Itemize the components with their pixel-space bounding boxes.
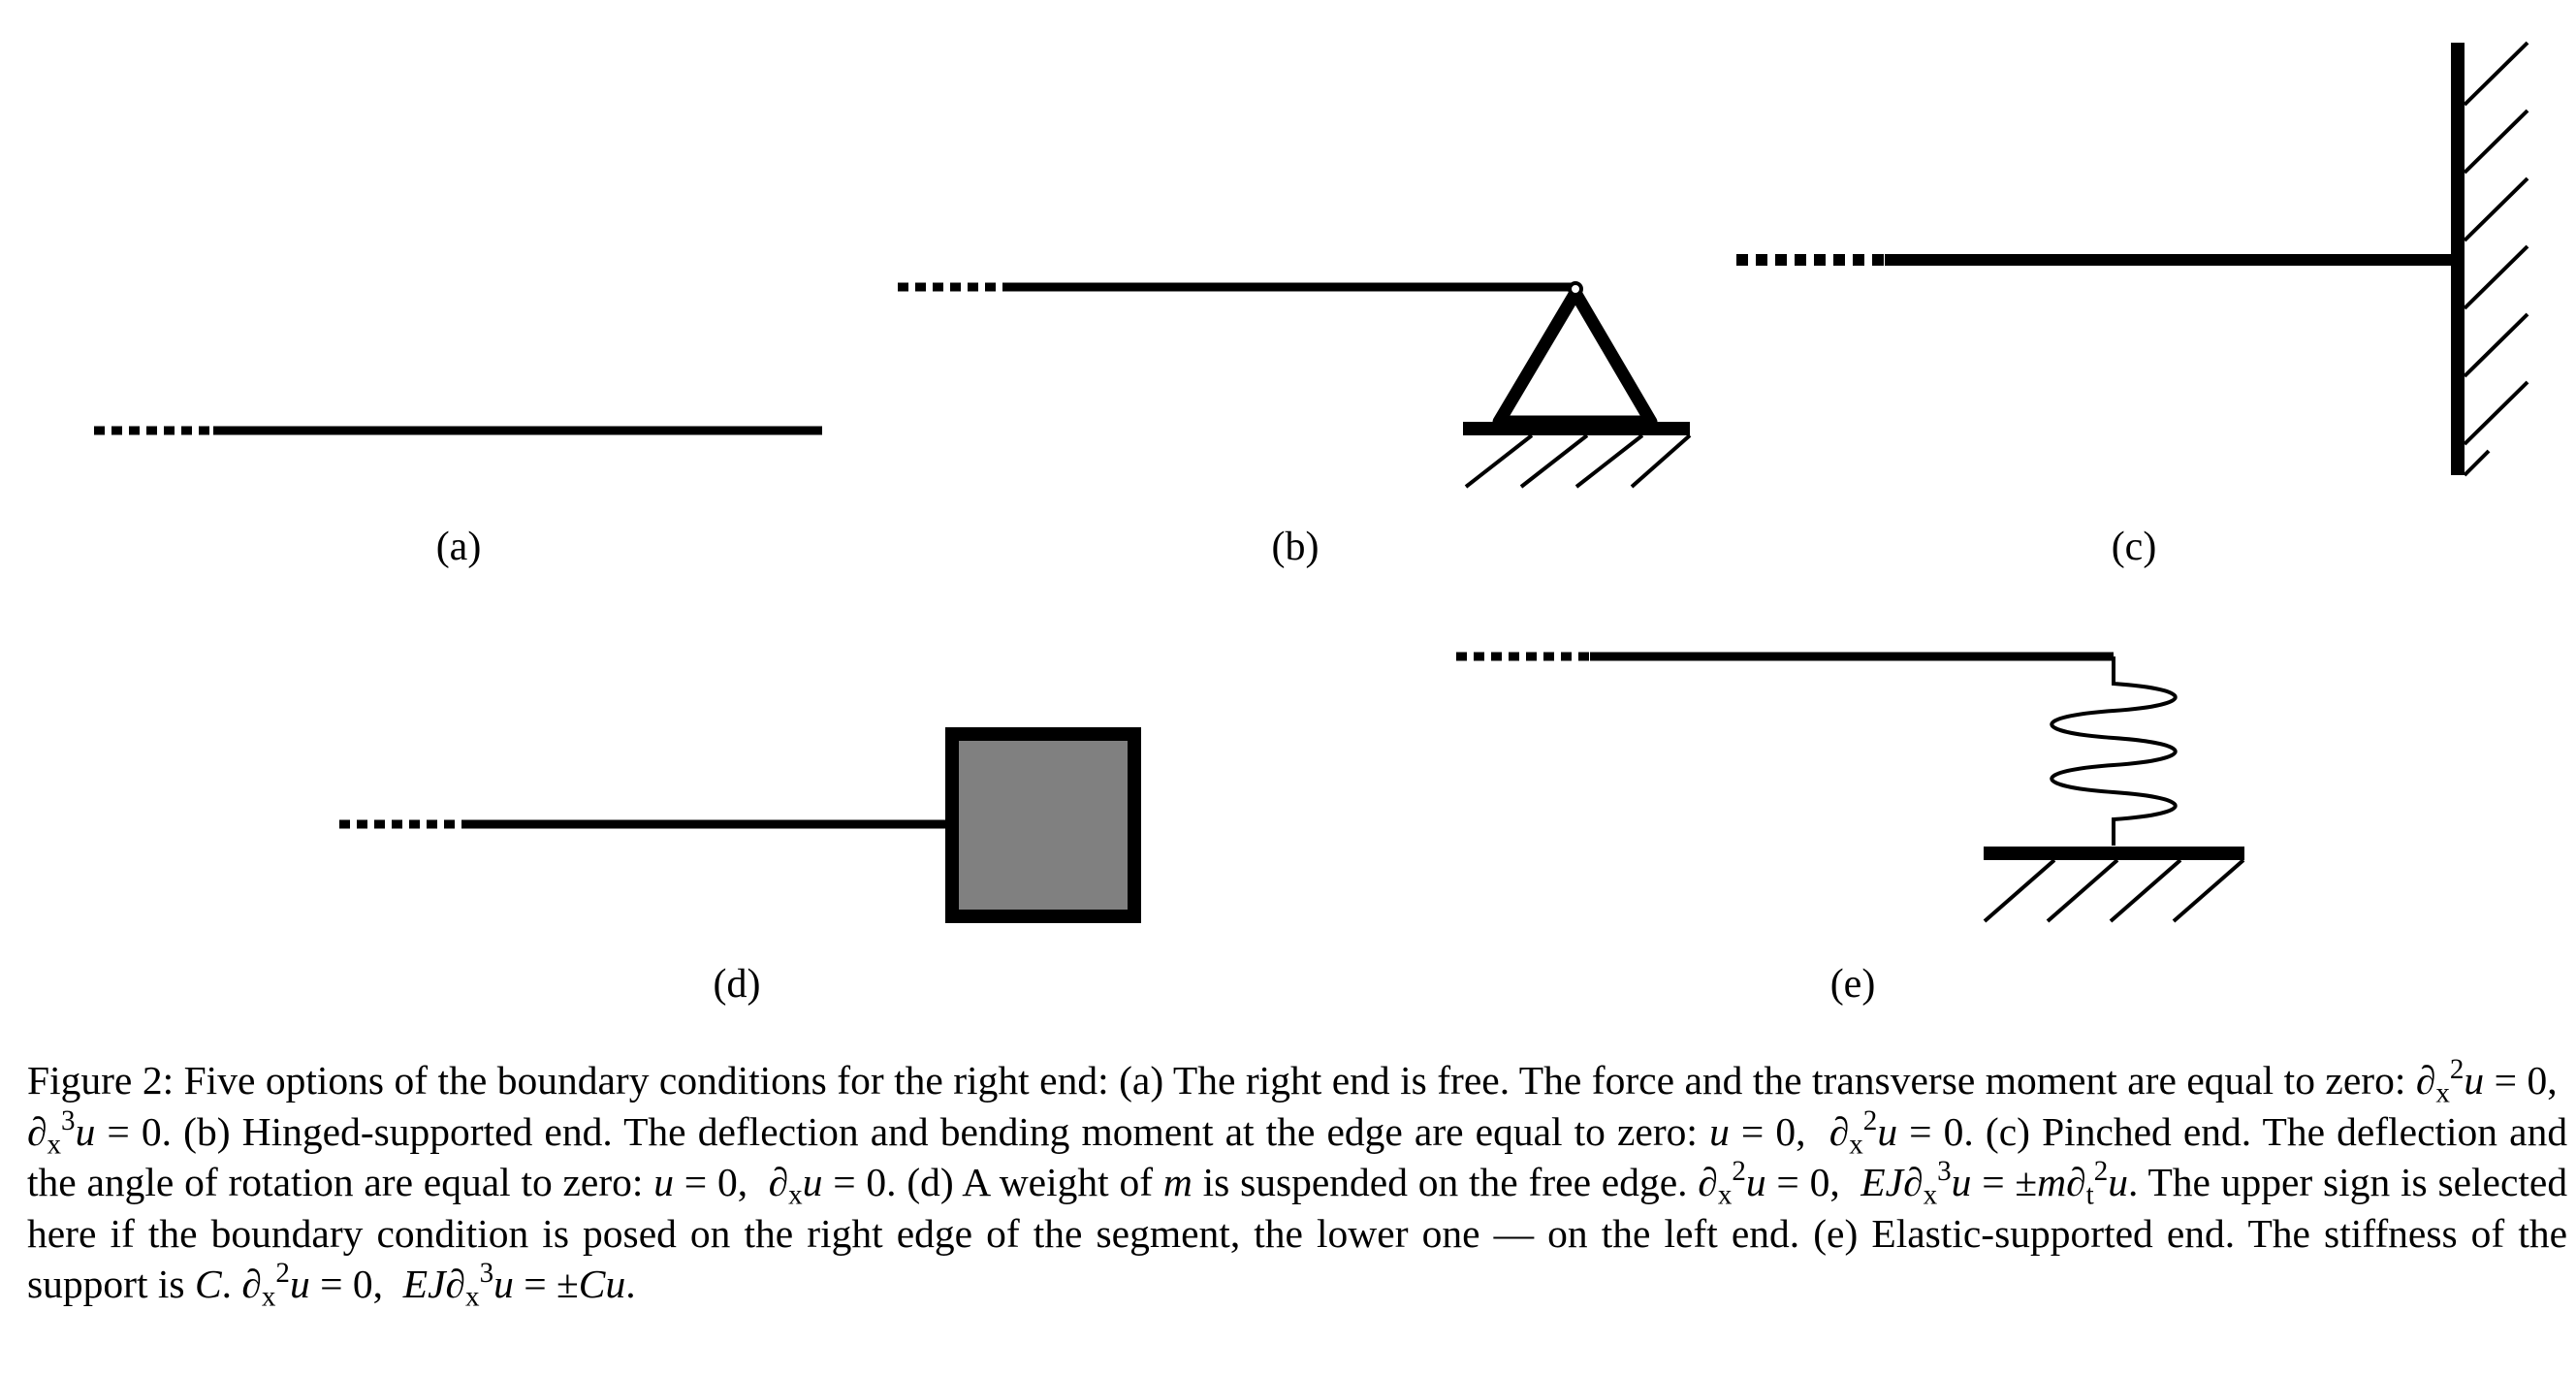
panel-c-pinched-end: (c) <box>1736 41 2529 569</box>
caption-intro: Five options of the boundary conditions … <box>183 1058 1109 1103</box>
caption-label-c: (c) <box>1985 1108 2030 1154</box>
panel-d-suspended-weight: (d) <box>339 727 1141 1007</box>
mass-block <box>945 727 1141 923</box>
figure-illustrations: (a) (b) (c) <box>94 41 2529 1007</box>
panel-label-d: (d) <box>714 962 761 1007</box>
caption-text-c: Pinched end. The deflection and the angl… <box>27 1108 2568 1205</box>
equation-b: u = 0, ∂x2u = 0. <box>1709 1104 1974 1161</box>
figure-caption: Figure 2: Five options of the boundary c… <box>27 1054 2568 1313</box>
ground-hatching <box>1464 433 1692 489</box>
panel-label-b: (b) <box>1272 525 1320 569</box>
wall-hatching <box>2463 41 2529 477</box>
equation-c: u = 0, ∂xu = 0. <box>653 1160 897 1211</box>
hinge-triangle-support <box>1492 286 1658 429</box>
caption-text-e: Elastic-supported end. The stiffness of … <box>27 1210 2568 1307</box>
equation-a: ∂x2u = 0, ∂x3u = 0. <box>27 1054 2567 1161</box>
panel-label-c: (c) <box>2112 525 2157 569</box>
caption-label-b: (b) <box>183 1108 231 1154</box>
caption-label-d: (d) <box>906 1160 954 1204</box>
caption-label-a: (a) <box>1119 1058 1164 1103</box>
caption-text-a: The right end is free. The force and the… <box>1172 1058 2406 1103</box>
panel-b-hinged-end: (b) <box>898 281 1692 569</box>
caption-text-d-1: A weight of <box>962 1160 1154 1204</box>
caption-text-d-3: The upper sign is selected here if the b… <box>27 1160 2568 1256</box>
equation-e: ∂x2u = 0, EJ∂x3u = ±Cu. <box>241 1258 636 1313</box>
symbol-C: C <box>194 1262 222 1306</box>
hinge-pin <box>1568 281 1583 297</box>
caption-prefix: Figure 2: <box>27 1058 175 1103</box>
panel-a-free-end: (a) <box>94 426 822 569</box>
symbol-m: m <box>1162 1160 1193 1204</box>
ground-hatching <box>1983 858 2245 923</box>
spring <box>2050 656 2178 846</box>
caption-text-b: Hinged-supported end. The deflection and… <box>241 1108 1698 1154</box>
caption-label-e: (e) <box>1813 1210 1859 1256</box>
panel-label-e: (e) <box>1830 962 1876 1007</box>
equation-d: ∂x2u = 0, EJ∂x3u = ±m∂t2u. <box>1698 1156 2139 1211</box>
caption-text-d-2: is suspended on the free edge. <box>1202 1160 1688 1204</box>
panel-e-elastic-end: (e) <box>1456 652 2245 1007</box>
panel-label-a: (a) <box>436 525 482 569</box>
